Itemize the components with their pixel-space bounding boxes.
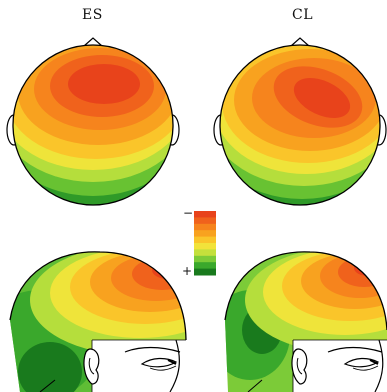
colorbar-swatch	[194, 217, 216, 225]
nose-icon	[83, 37, 103, 47]
face-profile-icon	[374, 339, 384, 392]
colorbar-swatch	[194, 262, 216, 270]
colorbar-swatch	[194, 236, 216, 244]
map-label-cl: CL	[292, 7, 314, 23]
eye-icon	[140, 357, 178, 368]
colorbar-swatch	[194, 268, 216, 276]
eyebrow-icon	[124, 346, 181, 353]
face-profile-icon	[169, 339, 180, 392]
colorbar-swatch	[194, 223, 216, 231]
colorbar-swatch	[194, 255, 216, 263]
colorbar-swatch	[194, 249, 216, 257]
colorbar-bottom-sign: +	[182, 264, 193, 278]
ear-icon	[291, 348, 308, 385]
head-top-cl	[213, 37, 387, 206]
colorbar	[194, 211, 216, 276]
nose-icon	[290, 37, 310, 47]
eyebrow-icon	[327, 346, 383, 353]
colorbar-swatch	[194, 243, 216, 250]
colorbar-swatch	[194, 211, 216, 218]
colorbar-swatch	[194, 230, 216, 238]
head-top-es	[6, 37, 180, 206]
ear-icon	[83, 348, 100, 385]
head-side-cl	[224, 251, 387, 392]
map-label-es: ES	[82, 7, 103, 23]
colorbar-top-sign: −	[183, 206, 194, 220]
